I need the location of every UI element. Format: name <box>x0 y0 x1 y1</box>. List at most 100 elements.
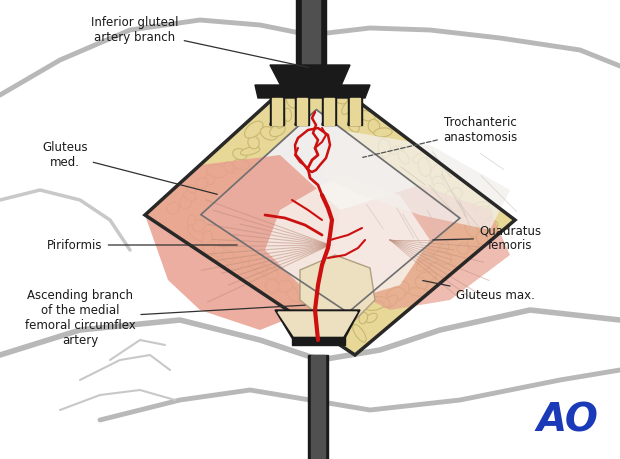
Ellipse shape <box>413 152 428 163</box>
Text: Gluteus
med.: Gluteus med. <box>42 141 218 194</box>
Text: Ascending branch
of the medial
femoral circumflex
artery: Ascending branch of the medial femoral c… <box>25 289 305 347</box>
Ellipse shape <box>390 146 403 154</box>
Ellipse shape <box>289 301 307 311</box>
Text: Quadratus
femoris: Quadratus femoris <box>433 224 541 252</box>
Ellipse shape <box>353 325 366 342</box>
Ellipse shape <box>342 101 353 114</box>
Ellipse shape <box>202 231 212 245</box>
Polygon shape <box>145 155 340 330</box>
Ellipse shape <box>365 301 384 310</box>
Ellipse shape <box>446 191 459 211</box>
Ellipse shape <box>187 224 203 241</box>
Ellipse shape <box>227 257 242 269</box>
Ellipse shape <box>249 254 265 269</box>
Polygon shape <box>322 98 336 125</box>
Polygon shape <box>272 98 282 125</box>
Polygon shape <box>308 355 328 459</box>
Ellipse shape <box>313 79 329 92</box>
Ellipse shape <box>430 164 443 180</box>
Ellipse shape <box>324 96 336 104</box>
Ellipse shape <box>330 91 348 104</box>
Ellipse shape <box>451 188 463 199</box>
Ellipse shape <box>387 287 405 301</box>
Polygon shape <box>270 98 284 125</box>
Ellipse shape <box>433 183 448 194</box>
Text: Inferior gluteal
artery branch: Inferior gluteal artery branch <box>91 16 308 67</box>
Ellipse shape <box>482 220 498 231</box>
Ellipse shape <box>472 202 490 209</box>
Ellipse shape <box>407 288 428 296</box>
Polygon shape <box>324 98 334 125</box>
Polygon shape <box>295 119 309 125</box>
Polygon shape <box>278 312 357 336</box>
Polygon shape <box>330 185 510 310</box>
Polygon shape <box>350 98 360 125</box>
Ellipse shape <box>358 111 375 121</box>
Polygon shape <box>320 130 510 230</box>
Polygon shape <box>297 98 307 125</box>
Ellipse shape <box>398 150 409 164</box>
Text: Trochanteric
anastomosis: Trochanteric anastomosis <box>363 116 517 157</box>
Polygon shape <box>311 355 325 459</box>
Ellipse shape <box>311 301 324 316</box>
Ellipse shape <box>432 176 443 186</box>
Ellipse shape <box>262 267 278 280</box>
Ellipse shape <box>373 297 390 307</box>
Ellipse shape <box>477 231 487 245</box>
Ellipse shape <box>467 237 478 250</box>
Ellipse shape <box>437 242 449 258</box>
Ellipse shape <box>241 147 260 155</box>
Ellipse shape <box>167 202 179 214</box>
Ellipse shape <box>465 223 479 237</box>
Ellipse shape <box>197 178 207 189</box>
Ellipse shape <box>232 149 247 160</box>
Polygon shape <box>270 119 284 125</box>
Ellipse shape <box>286 94 296 108</box>
Ellipse shape <box>232 159 249 169</box>
Ellipse shape <box>477 206 492 219</box>
Ellipse shape <box>180 196 192 209</box>
Ellipse shape <box>187 185 197 193</box>
Polygon shape <box>302 0 320 65</box>
Ellipse shape <box>277 280 293 292</box>
Ellipse shape <box>417 255 438 263</box>
Ellipse shape <box>223 250 234 263</box>
Polygon shape <box>265 175 430 300</box>
Polygon shape <box>255 85 370 98</box>
Ellipse shape <box>347 118 359 132</box>
Ellipse shape <box>335 318 350 337</box>
Ellipse shape <box>202 235 214 255</box>
Ellipse shape <box>192 219 205 232</box>
Ellipse shape <box>276 113 286 128</box>
Ellipse shape <box>418 157 431 176</box>
Ellipse shape <box>265 280 279 293</box>
Polygon shape <box>292 336 345 345</box>
Ellipse shape <box>366 313 378 323</box>
Text: Piriformis: Piriformis <box>47 239 237 252</box>
Ellipse shape <box>244 121 263 138</box>
Ellipse shape <box>415 277 427 289</box>
Ellipse shape <box>294 90 304 104</box>
Text: AO: AO <box>536 401 598 439</box>
Ellipse shape <box>374 128 392 137</box>
Polygon shape <box>201 110 460 313</box>
Polygon shape <box>300 255 375 320</box>
Polygon shape <box>322 119 336 125</box>
Ellipse shape <box>184 191 197 201</box>
Text: Gluteus max.: Gluteus max. <box>423 280 534 302</box>
Ellipse shape <box>207 165 228 178</box>
Ellipse shape <box>384 295 397 308</box>
Ellipse shape <box>283 108 291 121</box>
Ellipse shape <box>213 245 224 257</box>
Ellipse shape <box>206 170 215 185</box>
Ellipse shape <box>188 215 195 226</box>
Ellipse shape <box>270 125 285 137</box>
Polygon shape <box>295 98 309 125</box>
Ellipse shape <box>296 81 314 90</box>
Polygon shape <box>145 65 515 355</box>
Polygon shape <box>348 98 362 125</box>
Ellipse shape <box>417 272 437 281</box>
Ellipse shape <box>285 284 299 302</box>
Polygon shape <box>275 310 360 338</box>
Ellipse shape <box>329 326 339 336</box>
